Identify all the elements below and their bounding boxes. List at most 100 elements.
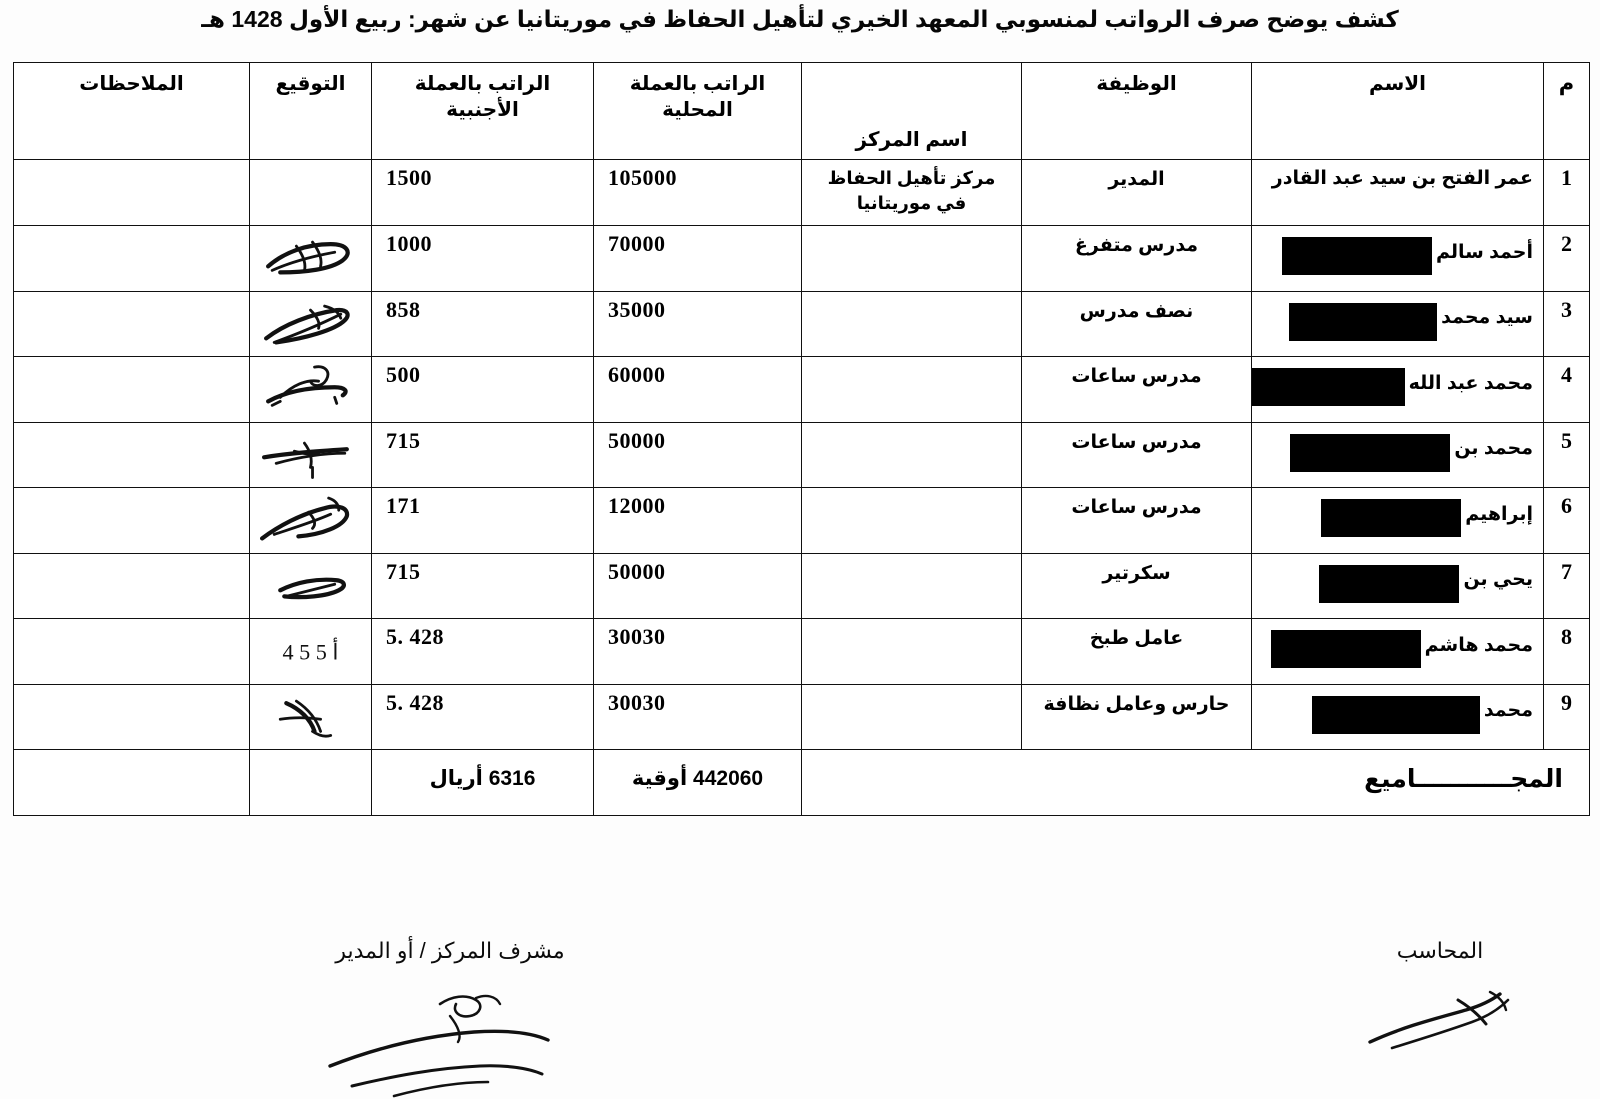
supervisor-label: مشرف المركز / أو المدير [335,938,565,963]
supervisor-signature-block: مشرف المركز / أو المدير [290,938,610,1098]
employee-name: سيد محمد [1441,307,1533,329]
redaction-bar [1252,368,1405,407]
column-header-name: الاسم [1251,62,1544,160]
redaction-bar [1319,564,1460,603]
table-body: 1 عمر الفتح بن سيد عبد القادر المدير مركز ت… [13,159,1590,817]
foreign-salary: 1000 [371,225,594,292]
foreign-salary: 715 [371,421,594,489]
signature-mark: أ 5 5 4 [282,637,338,665]
accountant-signature-mark [1340,970,1540,1080]
redaction-bar [1311,695,1480,734]
signature-mark [259,496,350,541]
center-name [801,290,1022,358]
table-row: 3 سيد محمد نصف مدرس 35000 858 [13,290,1590,358]
center-name [801,683,1022,751]
notes-cell [13,552,250,620]
page-title: كشف يوضح صرف الرواتب لمنسوبي المعهد الخي… [201,6,1399,32]
employee-name-cell: محمد [1251,683,1544,751]
notes-cell [13,159,250,226]
column-header-local-salary: الراتب بالعملة المحلية [593,62,802,160]
employee-name-cell: سيد محمد [1251,290,1544,358]
signature-mark [266,240,350,275]
redaction-bar [1290,433,1451,472]
row-number: 9 [1543,683,1590,751]
employee-name-cell: محمد بن [1251,421,1544,489]
center-name [801,225,1022,292]
table-row: 8 محمد هاشم عامل طبخ 30030 428 .5 أ 5 5 4 [13,618,1590,685]
local-salary: 70000 [593,225,802,292]
table-row: 9 محمد حارس وعامل نظافة 30030 428 .5 [13,683,1590,751]
redaction-bar [1270,630,1421,669]
employee-name: أحمد سالم [1435,241,1533,263]
foreign-salary: 171 [371,487,594,554]
totals-local-salary: 442060 أوقية [593,749,802,817]
employee-name-cell: محمد عبد الله [1251,356,1544,423]
table-row: 5 محمد بن مدرس ساعات 50000 715 [13,421,1590,489]
redaction-bar [1321,499,1462,538]
employee-name-cell: محمد هاشم [1251,618,1544,685]
employee-name: محمد [1483,700,1533,722]
table-header: م الاسم الوظيفة اسم المركز الراتب بالعمل… [13,62,1590,160]
job-title: مدرس ساعات [1021,421,1252,489]
signature-cell [249,552,372,620]
totals-signature-cell [249,749,372,817]
signature-mark [262,441,349,479]
supervisor-signature-mark [290,970,610,1098]
job-title: حارس وعامل نظافة [1021,683,1252,751]
foreign-salary: 858 [371,290,594,358]
employee-name: إبراهيم [1465,503,1533,525]
row-number: 2 [1543,225,1590,292]
center-name [801,618,1022,685]
redaction-bar [1289,302,1438,341]
local-salary: 12000 [593,487,802,554]
center-name [801,487,1022,554]
employee-name: يحي بن [1463,569,1533,591]
salary-table: م الاسم الوظيفة اسم المركز الراتب بالعمل… [13,62,1590,817]
notes-cell [13,618,250,685]
notes-cell [13,487,250,554]
local-salary: 30030 [593,618,802,685]
employee-name-cell: إبراهيم [1251,487,1544,554]
row-number: 7 [1543,552,1590,620]
column-header-signature: التوقيع [249,62,372,160]
signature-footer: المحاسب مشرف المركز / أو المدير [0,930,1600,1099]
employee-name-cell: عمر الفتح بن سيد عبد القادر [1251,159,1544,226]
signature-cell [249,683,372,751]
foreign-salary: 500 [371,356,594,423]
foreign-salary: 1500 [371,159,594,226]
foreign-salary: 428 .5 [371,683,594,751]
signature-cell: أ 5 5 4 [249,618,372,685]
local-salary: 50000 [593,552,802,620]
signature-cell [249,290,372,358]
totals-row: المجـــــــــــاميع 442060 أوقية 6316 أريا… [13,749,1590,817]
signature-mark [264,304,350,345]
column-header-job: الوظيفة [1021,62,1252,160]
center-name [801,421,1022,489]
job-title: سكرتير [1021,552,1252,620]
table-row: 4 محمد عبد الله مدرس ساعات 60000 500 [13,356,1590,423]
signature-cell [249,356,372,423]
local-salary: 105000 [593,159,802,226]
signature-cell [249,159,372,226]
header-row: م الاسم الوظيفة اسم المركز الراتب بالعمل… [13,62,1590,160]
center-name [801,552,1022,620]
local-salary: 60000 [593,356,802,423]
row-number: 6 [1543,487,1590,554]
row-number: 3 [1543,290,1590,358]
employee-name-cell: يحي بن [1251,552,1544,620]
row-number: 1 [1543,159,1590,226]
employee-name-cell: أحمد سالم [1251,225,1544,292]
employee-name: محمد عبد الله [1408,372,1533,394]
row-number: 4 [1543,356,1590,423]
center-name: مركز تأهيل الحفاظ في موريتانيا [801,159,1022,226]
employee-name: محمد بن [1454,438,1533,460]
totals-notes-cell [13,749,250,817]
job-title: مدرس ساعات [1021,356,1252,423]
foreign-salary: 715 [371,552,594,620]
notes-cell [13,421,250,489]
local-salary: 30030 [593,683,802,751]
job-title: مدرس ساعات [1021,487,1252,554]
accountant-signature-block: المحاسب [1340,938,1540,1080]
center-name [801,356,1022,423]
